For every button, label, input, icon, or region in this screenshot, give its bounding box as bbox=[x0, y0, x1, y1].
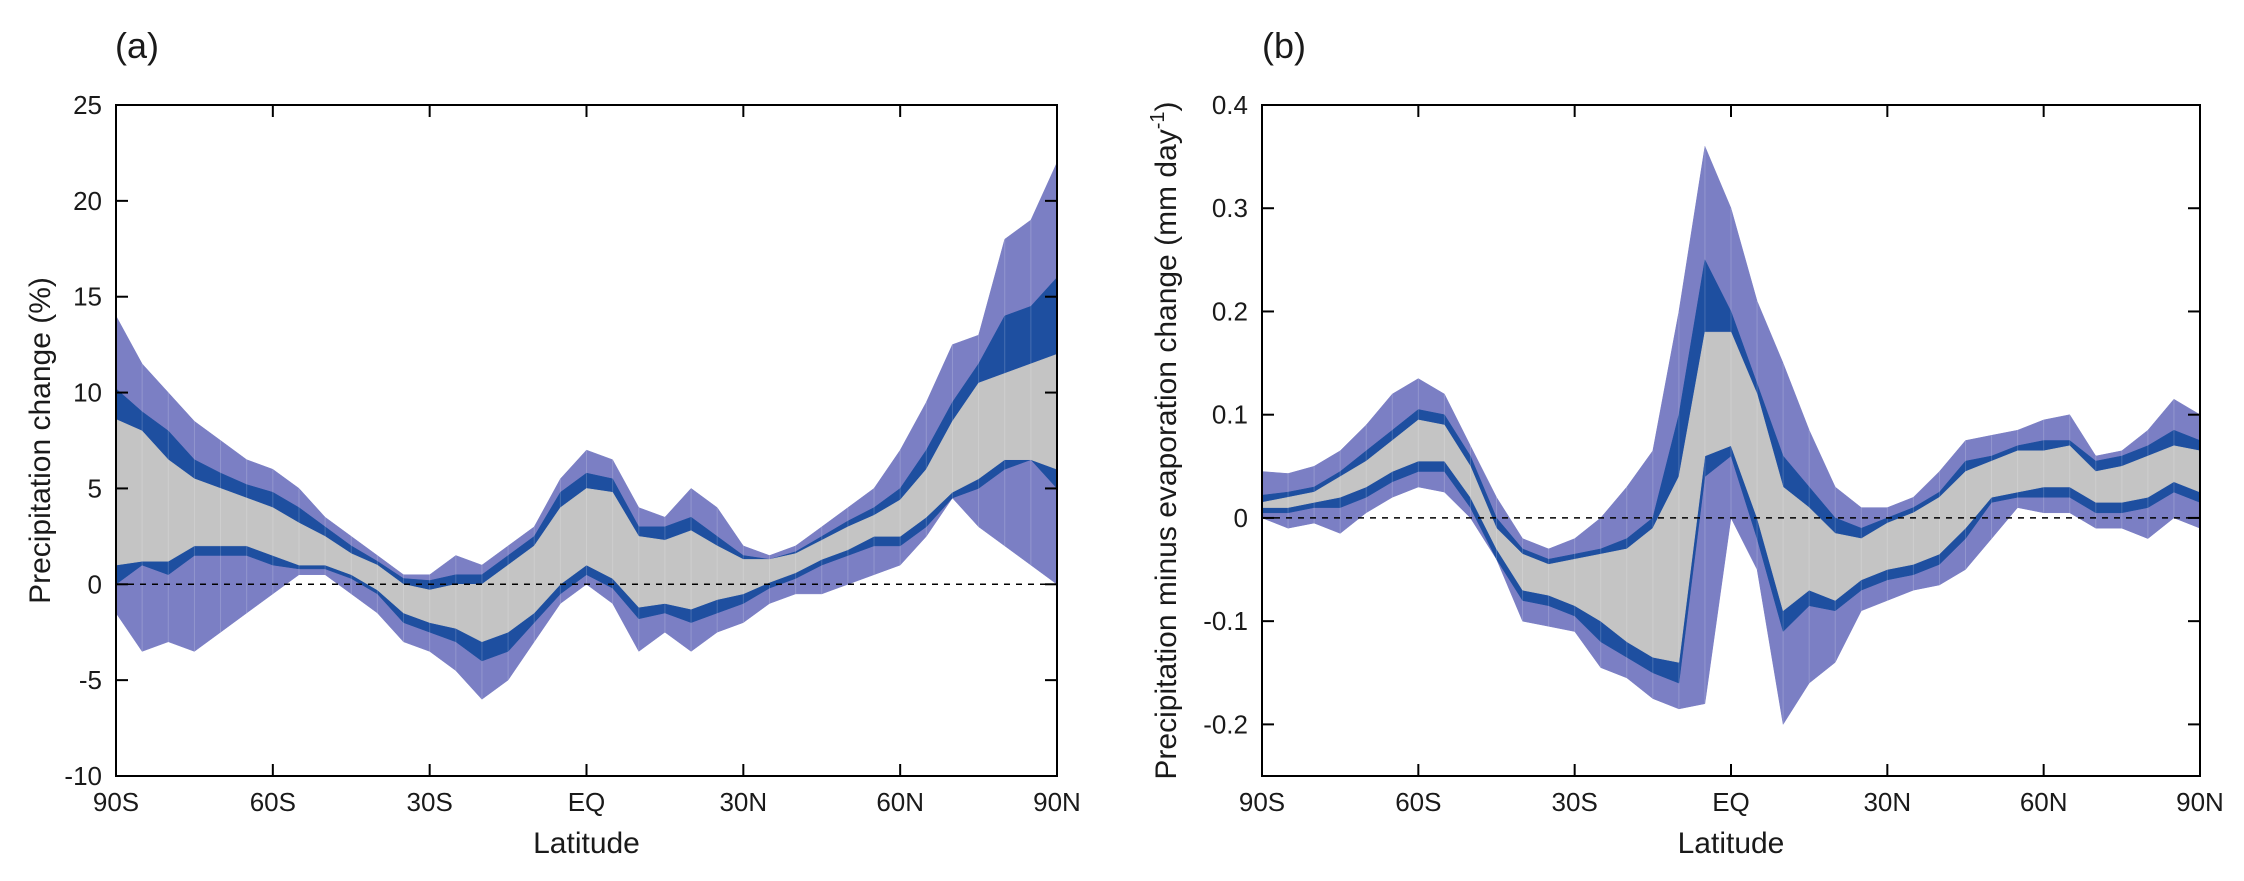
y-tick-label: 25 bbox=[73, 90, 102, 120]
x-axis-label-a: Latitude bbox=[533, 827, 640, 860]
y-tick-label: 15 bbox=[73, 282, 102, 312]
x-tick-label: 30N bbox=[1863, 787, 1911, 817]
bands-panel-a bbox=[115, 162, 1058, 700]
x-axis-ticks-b: 90S 60S 30S EQ 30N 60N 90N bbox=[1239, 105, 2224, 817]
y-axis-label-b: Precipitation minus evaporation change (… bbox=[1147, 101, 1183, 779]
bands-panel-b bbox=[1261, 145, 2201, 726]
x-tick-label: EQ bbox=[1712, 787, 1750, 817]
x-tick-label: 60S bbox=[250, 787, 296, 817]
x-tick-label: 60S bbox=[1395, 787, 1441, 817]
x-tick-label: 60N bbox=[876, 787, 924, 817]
y-axis-ticks-b: -0.2 -0.1 0 0.1 0.2 0.3 0.4 bbox=[1203, 90, 2200, 739]
chart-panel-a: (a) 90S 60S 30S EQ 30N 60N 90N -10 -5 0 5 10 15 20 25… bbox=[24, 25, 1081, 860]
x-tick-label: 90N bbox=[2176, 787, 2224, 817]
y-tick-label: 0 bbox=[88, 569, 102, 599]
y-tick-label: -10 bbox=[64, 761, 102, 791]
y-axis-label-b-superscript: -1 bbox=[1147, 111, 1169, 129]
y-tick-label: 0.1 bbox=[1212, 400, 1248, 430]
x-axis-ticks-a: 90S 60S 30S EQ 30N 60N 90N bbox=[93, 105, 1081, 817]
y-axis-label-b-close: ) bbox=[1150, 101, 1183, 111]
x-axis-label-b: Latitude bbox=[1678, 827, 1785, 860]
x-tick-label: 90S bbox=[93, 787, 139, 817]
panel-label-a: (a) bbox=[115, 25, 159, 66]
x-tick-label: 30S bbox=[1552, 787, 1598, 817]
y-tick-label: 0.4 bbox=[1212, 90, 1248, 120]
y-tick-label: 20 bbox=[73, 186, 102, 216]
y-tick-label: -0.2 bbox=[1203, 709, 1248, 739]
y-axis-label-a: Precipitation change (%) bbox=[24, 277, 57, 604]
x-tick-label: 90S bbox=[1239, 787, 1285, 817]
y-tick-label: -5 bbox=[79, 665, 102, 695]
x-tick-label: 90N bbox=[1033, 787, 1081, 817]
x-tick-label: 60N bbox=[2020, 787, 2068, 817]
y-tick-label: 0.3 bbox=[1212, 193, 1248, 223]
y-axis-ticks-a: -10 -5 0 5 10 15 20 25 bbox=[64, 90, 1057, 791]
chart-panel-b: (b) 90S 60S 30S EQ 30N 60N 90N -0.2 -0.1 0 0.1 0.2… bbox=[1147, 25, 2224, 860]
band-outer-a bbox=[115, 162, 1058, 700]
y-tick-label: -0.1 bbox=[1203, 606, 1248, 636]
x-tick-label: 30N bbox=[719, 787, 767, 817]
y-tick-label: 10 bbox=[73, 378, 102, 408]
panel-label-b: (b) bbox=[1262, 25, 1306, 66]
y-tick-label: 0 bbox=[1234, 503, 1248, 533]
y-tick-label: 5 bbox=[88, 473, 102, 503]
x-tick-label: 30S bbox=[407, 787, 453, 817]
y-axis-label-b-main: Precipitation minus evaporation change (… bbox=[1150, 129, 1183, 779]
x-tick-label: EQ bbox=[568, 787, 606, 817]
y-tick-label: 0.2 bbox=[1212, 296, 1248, 326]
